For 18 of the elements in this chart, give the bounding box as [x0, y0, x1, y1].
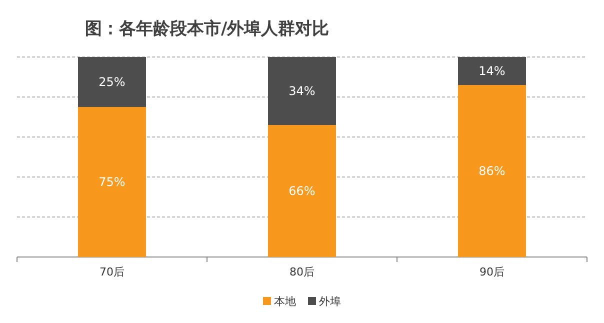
bar — [458, 85, 526, 257]
x-tick-label: 70后 — [100, 265, 124, 278]
x-tick-label: 80后 — [290, 265, 314, 278]
bar — [268, 57, 336, 125]
legend-label: 外埠 — [319, 295, 341, 308]
chart-title: 图：各年龄段本市/外埠人群对比 — [85, 19, 330, 39]
x-tick-label: 90后 — [480, 265, 504, 278]
bar — [78, 57, 146, 107]
data-label: 66% — [288, 184, 316, 198]
data-label: 86% — [478, 164, 506, 178]
bar — [268, 125, 336, 257]
legend-label: 本地 — [274, 295, 296, 308]
data-label: 75% — [98, 175, 126, 189]
bar — [78, 107, 146, 257]
data-label: 25% — [98, 75, 126, 89]
data-label: 14% — [478, 64, 506, 78]
bar — [458, 57, 526, 85]
data-label: 34% — [288, 84, 316, 98]
